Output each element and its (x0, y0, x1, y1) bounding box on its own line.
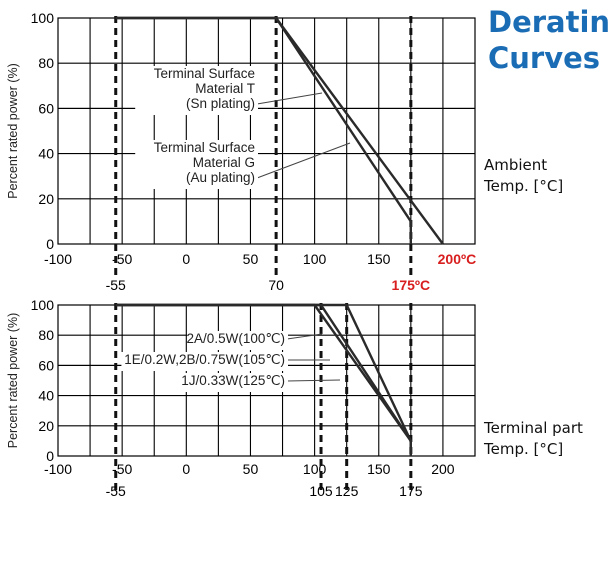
reference-line-label: 125 (335, 483, 359, 499)
annotation-leader-line (256, 92, 323, 105)
y-tick-label: 20 (38, 418, 54, 434)
annotation-background (179, 373, 288, 392)
y-tick-label: 80 (38, 327, 54, 343)
page-title-line: Deratin (488, 5, 611, 39)
reference-line-label: 175ºC (392, 277, 431, 293)
annotation-background (121, 352, 289, 371)
annotation-leader-line (286, 333, 323, 340)
note-line: Ambient (484, 156, 548, 174)
x-tick-label: 0 (182, 461, 190, 477)
reference-line-label: -55 (106, 277, 126, 293)
series-line (115, 16, 444, 245)
annotation-text: 1E/0.2W,2B/0.75W(105℃) (124, 352, 285, 367)
x-tick-label: 150 (367, 461, 391, 477)
x-tick-label: 100 (303, 461, 327, 477)
y-tick-label: 60 (38, 100, 54, 116)
reference-line-label: 175 (399, 483, 423, 499)
x-tick-label: 200 (431, 461, 455, 477)
reference-line-label: 70 (268, 277, 284, 293)
annotation-background (135, 140, 258, 189)
annotation-text: 1J/0.33W(125℃) (181, 373, 285, 388)
y-axis-label: Percent rated power (%) (6, 313, 20, 448)
x-tick-label: 100 (303, 251, 327, 267)
x-tick-label: 50 (243, 461, 259, 477)
y-tick-label: 80 (38, 55, 54, 71)
annotation-text: 2A/0.5W(100℃) (187, 331, 285, 346)
x-tick-label: -100 (44, 461, 72, 477)
annotation-text: Material T (195, 81, 255, 96)
plot-frame (57, 17, 476, 245)
y-tick-label: 20 (38, 191, 54, 207)
annotation-background (135, 66, 258, 115)
y-tick-label: 0 (46, 236, 54, 252)
annotation-leader-line (256, 142, 351, 179)
highlight-axis-label: 200ºC (438, 251, 477, 267)
reference-line-label: 105 (309, 483, 333, 499)
y-tick-label: 40 (38, 388, 54, 404)
x-tick-label: -100 (44, 251, 72, 267)
terminal-temp-note: Terminal part Temp. [°C] (484, 418, 583, 460)
annotation-text: (Au plating) (186, 170, 255, 185)
y-tick-label: 60 (38, 357, 54, 373)
series-line (115, 16, 412, 244)
note-line: Temp. [°C] (484, 177, 564, 195)
y-axis-label: Percent rated power (%) (6, 63, 20, 198)
y-tick-label: 100 (31, 297, 55, 313)
x-tick-label: 50 (243, 251, 259, 267)
annotation-text: Material G (193, 155, 255, 170)
note-line: Terminal part (484, 419, 583, 437)
y-tick-label: 100 (31, 10, 55, 26)
annotation-text: (Sn plating) (186, 96, 255, 111)
ambient-temp-note: Ambient Temp. [°C] (484, 155, 563, 197)
series-line (115, 303, 412, 456)
page-title: Deratin Curves (488, 4, 610, 76)
y-tick-label: 0 (46, 448, 54, 464)
x-tick-label: 0 (182, 251, 190, 267)
x-tick-label: 150 (367, 251, 391, 267)
annotation-text: Terminal Surface (154, 66, 255, 81)
y-tick-label: 40 (38, 146, 54, 162)
annotation-background (187, 331, 288, 350)
note-line: Temp. [°C] (484, 440, 564, 458)
page-title-line: Curves (488, 41, 601, 75)
reference-line-label: -55 (106, 483, 126, 499)
annotation-leader-line (286, 379, 341, 382)
annotation-text: Terminal Surface (154, 140, 255, 155)
